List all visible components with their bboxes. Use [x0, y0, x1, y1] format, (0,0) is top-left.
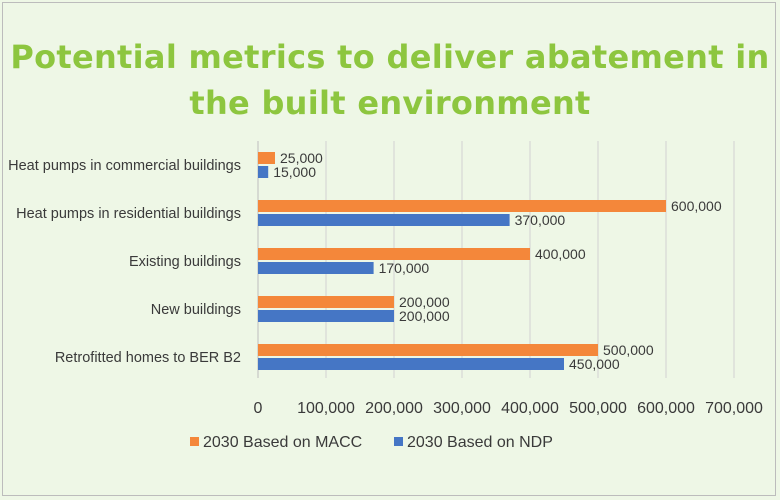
x-tick-label: 500,000 — [569, 400, 627, 417]
chart-title-line-2: the built environment — [189, 84, 591, 122]
x-tick-label: 400,000 — [501, 400, 559, 417]
data-label: 400,000 — [535, 246, 586, 262]
x-tick-label: 300,000 — [433, 400, 491, 417]
x-tick-label: 200,000 — [365, 400, 423, 417]
bar-ndp — [258, 310, 394, 322]
data-label: 450,000 — [569, 356, 620, 372]
category-label: Heat pumps in residential buildings — [16, 206, 241, 222]
bar-macc — [258, 344, 598, 356]
bar-ndp — [258, 166, 269, 178]
x-tick-label: 600,000 — [637, 400, 695, 417]
bar-macc — [258, 152, 275, 164]
x-tick-label: 0 — [254, 400, 263, 417]
legend-swatch — [394, 437, 403, 446]
category-label: Retrofitted homes to BER B2 — [55, 350, 241, 366]
category-label: Heat pumps in commercial buildings — [8, 158, 241, 174]
category-label: New buildings — [151, 302, 241, 318]
data-label: 170,000 — [379, 260, 430, 276]
category-label: Existing buildings — [129, 254, 241, 270]
legend-swatch — [190, 437, 199, 446]
data-label: 25,000 — [280, 150, 323, 166]
legend-label: 2030 Based on NDP — [407, 434, 553, 451]
data-label: 15,000 — [273, 164, 316, 180]
x-tick-label: 700,000 — [705, 400, 763, 417]
chart-title-line-1: Potential metrics to deliver abatement i… — [10, 38, 770, 76]
data-label: 200,000 — [399, 294, 450, 310]
data-label: 500,000 — [603, 342, 654, 358]
bar-macc — [258, 200, 666, 212]
bar-ndp — [258, 214, 510, 226]
bar-macc — [258, 248, 530, 260]
legend-label: 2030 Based on MACC — [203, 434, 362, 451]
bar-ndp — [258, 358, 564, 370]
bar-ndp — [258, 262, 374, 274]
data-label: 600,000 — [671, 198, 722, 214]
data-label: 370,000 — [515, 212, 566, 228]
x-tick-label: 100,000 — [297, 400, 355, 417]
bar-macc — [258, 296, 394, 308]
data-label: 200,000 — [399, 308, 450, 324]
chart-title: Potential metrics to deliver abatement i… — [0, 34, 780, 126]
